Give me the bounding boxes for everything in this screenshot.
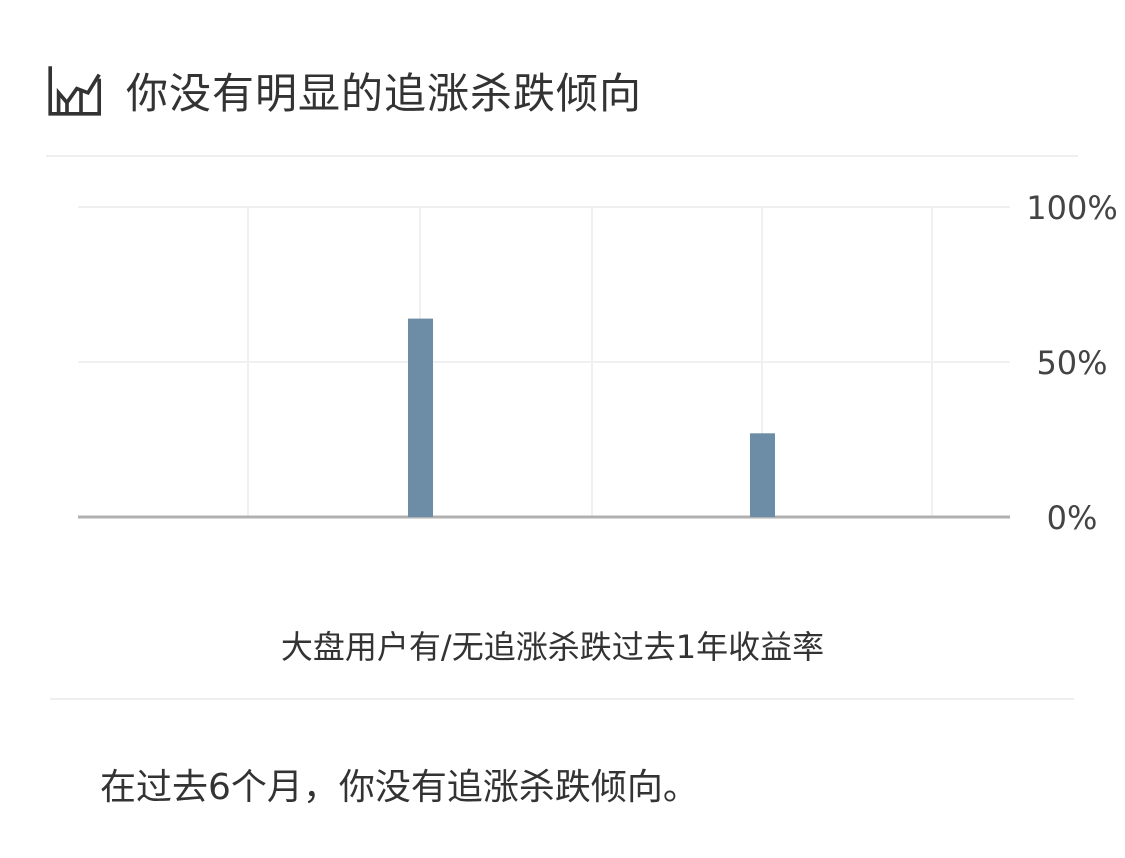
chart-divider bbox=[50, 698, 1074, 700]
y-tick-label: 0% bbox=[1047, 499, 1098, 537]
summary-text: 在过去6个月，你没有追涨杀跌倾向。 bbox=[100, 767, 699, 808]
card-title: 你没有明显的追涨杀跌倾向 bbox=[126, 68, 643, 118]
card-header: 你没有明显的追涨杀跌倾向 bbox=[46, 60, 642, 120]
header-divider bbox=[46, 155, 1078, 157]
y-tick-label: 100% bbox=[1026, 189, 1117, 227]
bar bbox=[750, 433, 775, 517]
line-chart-icon bbox=[48, 66, 102, 116]
x-axis-label: 大盘用户有/无追涨杀跌过去1年收益率 bbox=[280, 628, 825, 666]
y-tick-label: 50% bbox=[1036, 344, 1107, 382]
bar bbox=[408, 318, 433, 517]
bar-chart: 0%50%100%无追涨杀跌有追涨杀跌 bbox=[78, 189, 1118, 537]
